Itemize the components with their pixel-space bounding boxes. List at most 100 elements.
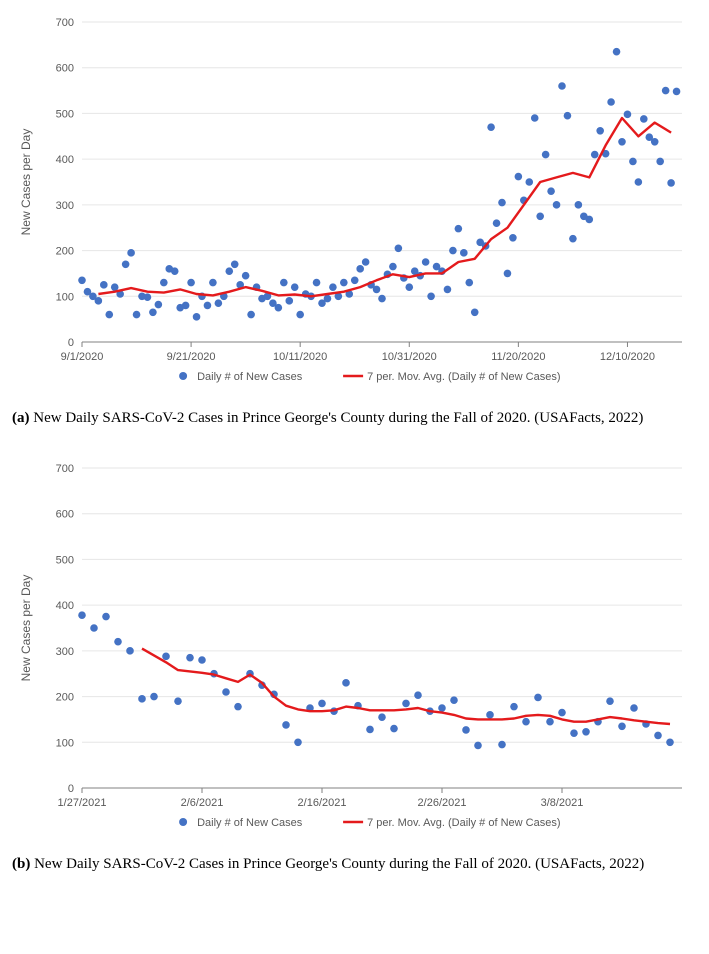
data-point [162,653,170,661]
data-point [596,127,604,135]
data-point [160,279,168,287]
data-point [618,723,626,731]
data-point [378,295,386,303]
y-tick-label: 200 [56,246,74,258]
data-point [498,199,506,207]
y-tick-label: 300 [56,646,74,658]
x-tick-label: 1/27/2021 [58,797,107,809]
data-point [427,292,435,300]
data-point [558,709,566,717]
y-axis-label: New Cases per Day [19,575,33,682]
data-point [582,728,590,736]
data-point [630,704,638,712]
data-point [105,311,113,319]
y-tick-label: 600 [56,63,74,75]
data-point [318,700,326,708]
data-point [174,698,182,706]
figure-panel-a: 01002003004005006007009/1/20209/21/20201… [12,12,697,428]
y-tick-label: 500 [56,108,74,120]
data-point [342,679,350,687]
data-point [607,98,615,106]
figure-panel-b: 01002003004005006007001/27/20212/6/20212… [12,458,697,874]
data-point [462,726,470,734]
x-tick-label: 10/11/2020 [273,351,327,363]
y-tick-label: 400 [56,154,74,166]
figure-caption-b: (b) New Daily SARS-CoV-2 Cases in Prince… [12,854,697,874]
data-point [547,187,555,195]
data-point [242,272,250,280]
y-tick-label: 700 [56,463,74,475]
figure-caption-a: (a) New Daily SARS-CoV-2 Cases in Prince… [12,408,697,428]
data-point [362,258,370,266]
data-point [591,151,599,159]
data-point [673,88,681,96]
data-point [606,698,614,706]
data-point [570,730,578,738]
data-point [486,711,494,719]
data-point [294,739,302,747]
data-point [635,178,643,186]
legend: Daily # of New Cases7 per. Mov. Avg. (Da… [179,817,560,829]
data-point [654,732,662,740]
data-point [414,692,422,700]
data-point [522,718,530,726]
data-point [662,87,670,95]
data-point [222,688,230,696]
data-point [509,234,517,242]
data-point [204,302,212,310]
caption-text: New Daily SARS-CoV-2 Cases in Prince Geo… [30,856,644,872]
data-point [449,247,457,255]
data-point [640,115,648,123]
data-point [282,721,290,729]
data-point [78,612,86,620]
data-point [558,82,566,90]
y-tick-label: 300 [56,200,74,212]
data-point [546,718,554,726]
data-point [111,283,119,291]
chart: 01002003004005006007001/27/20212/6/20212… [12,458,697,848]
data-point [515,173,523,181]
y-tick-label: 600 [56,509,74,521]
data-point [127,249,135,257]
data-point [498,741,506,749]
data-point [564,112,572,120]
caption-tag: (a) [12,410,30,426]
y-tick-label: 0 [68,783,74,795]
x-tick-label: 12/10/2020 [600,351,655,363]
data-point [618,138,626,146]
data-point [373,286,381,294]
data-point [234,703,242,711]
data-point [95,297,103,305]
x-tick-label: 9/1/2020 [61,351,104,363]
data-point [460,249,468,257]
y-tick-label: 500 [56,555,74,567]
y-tick-label: 100 [56,291,74,303]
data-point [225,267,233,275]
data-point [198,656,206,664]
data-point [536,212,544,220]
y-axis-label: New Cases per Day [19,129,33,236]
data-point [624,111,632,119]
data-point [455,225,463,233]
data-point [149,308,157,316]
y-tick-label: 400 [56,600,74,612]
data-point [187,279,195,287]
data-point [402,700,410,708]
data-point [280,279,288,287]
data-point [534,694,542,702]
x-tick-label: 2/6/2021 [181,797,224,809]
data-point [215,299,223,307]
data-point [247,311,255,319]
data-point [450,697,458,705]
data-point [209,279,217,287]
data-point [629,158,637,166]
y-tick-label: 200 [56,692,74,704]
data-point [126,647,134,655]
data-point [395,244,403,252]
legend-label: 7 per. Mov. Avg. (Daily # of New Cases) [367,817,560,829]
x-tick-label: 2/26/2021 [418,797,467,809]
data-point [324,295,332,303]
data-point [474,742,482,750]
data-point [296,311,304,319]
data-point [585,216,593,224]
